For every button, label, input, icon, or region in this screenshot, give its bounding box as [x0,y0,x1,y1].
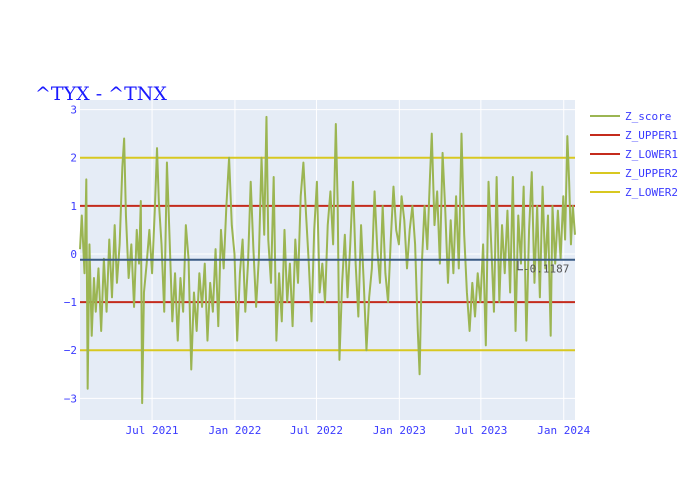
mean-annotation-pointer [517,260,523,271]
legend-label: Z_UPPER2 [625,167,678,180]
y-axis-ticks: −3 −2 −1 0 1 2 3 [64,104,77,406]
y-tick-label: 3 [70,104,77,117]
y-tick-label: 0 [70,248,77,261]
y-tick-label: −3 [64,392,77,405]
legend-label: Z_UPPER1 [625,129,678,142]
x-tick-label: Jul 2021 [126,424,179,437]
mean-line-group: -0.1187 [80,258,575,276]
legend-label: Z_LOWER1 [625,148,678,161]
y-tick-label: −1 [64,296,77,309]
x-tick-label: Jan 2023 [373,424,426,437]
x-tick-label: Jul 2022 [290,424,343,437]
x-tick-label: Jan 2024 [537,424,590,437]
band-lines [80,156,575,352]
x-tick-label: Jan 2022 [208,424,261,437]
z-score-line [79,115,576,405]
legend: Z_score Z_UPPER1 Z_LOWER1 Z_UPPER2 Z_LOWER2 [590,110,678,199]
x-axis-ticks: Jul 2021 Jan 2022 Jul 2022 Jan 2023 Jul 2023… [126,424,591,437]
legend-label: Z_score [625,110,671,123]
x-tick-label: Jul 2023 [454,424,507,437]
series-group [79,115,576,405]
chart-title: ^TYX - ^TNX [35,83,167,105]
y-tick-label: 1 [70,200,77,213]
legend-label: Z_LOWER2 [625,186,678,199]
y-tick-label: −2 [64,344,77,357]
y-tick-label: 2 [70,152,77,165]
mean-annotation-label: -0.1187 [523,263,569,276]
